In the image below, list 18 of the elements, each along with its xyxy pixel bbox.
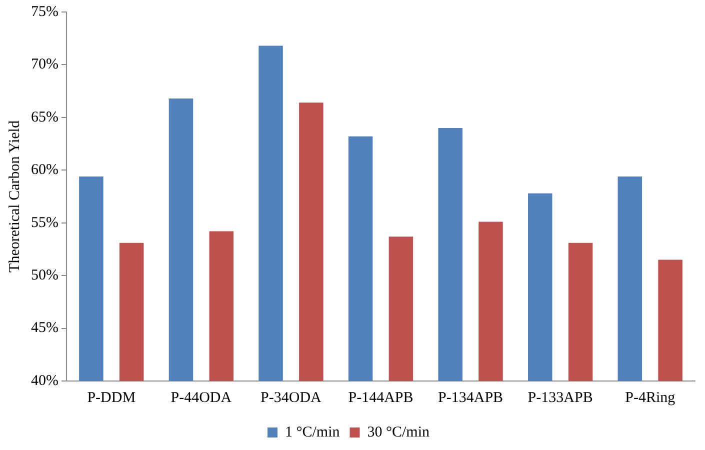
y-tick-label: 65% [30,109,58,126]
y-tick-label: 75% [30,4,58,20]
legend-label: 1 °C/min [284,424,340,440]
x-tick-label: P-34ODA [260,390,322,406]
y-tick-label: 55% [30,214,58,231]
x-tick-label: P-133APB [528,390,593,406]
x-tick-label: P-DDM [87,390,136,406]
x-tick-label: P-134APB [438,390,504,406]
x-tick-label: P-4Ring [625,390,676,406]
x-tick-label: P-144APB [348,390,414,406]
x-tick-label: P-44ODA [170,390,232,406]
y-tick-label: 70% [30,56,58,73]
y-tick-label: 40% [30,372,58,389]
y-axis-title: Theoretical Carbon Yield [6,120,23,272]
y-tick-label: 60% [30,162,58,178]
y-tick-label: 50% [30,268,58,284]
legend-label: 30 °C/min [367,424,430,440]
y-tick-label: 45% [30,320,58,336]
